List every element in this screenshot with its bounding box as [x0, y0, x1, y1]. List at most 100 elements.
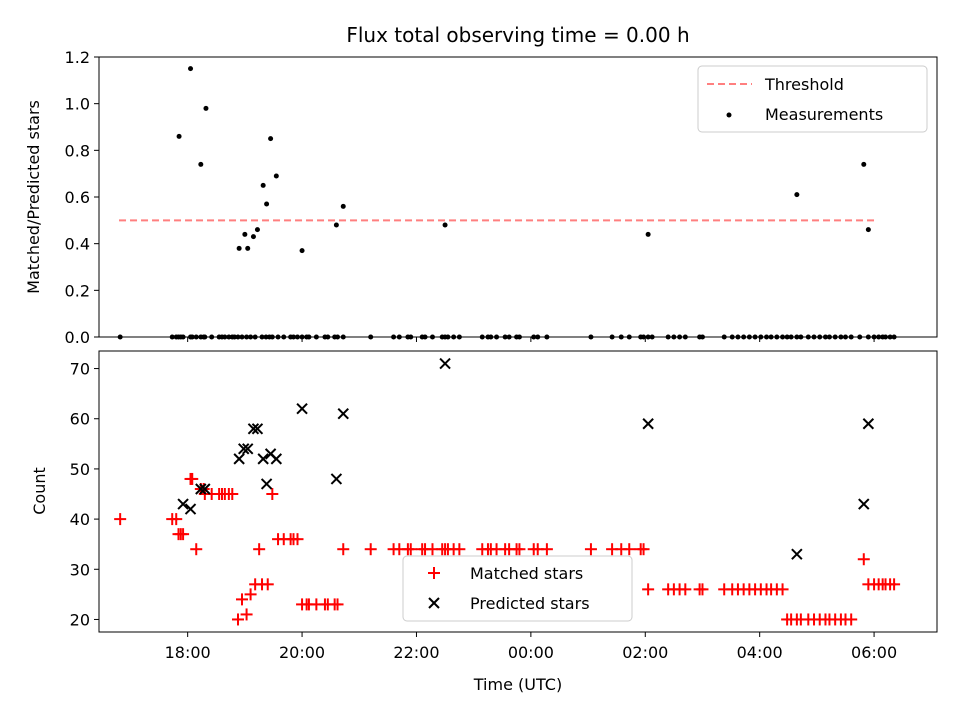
- matched-stars-point: [331, 598, 344, 611]
- bottom-axis-ticks: 20 30 40 50 60 70 18:00 20:00 22:00 00:00 02:00 04:…: [70, 360, 897, 662]
- matched-stars-point: [177, 528, 190, 541]
- matched-stars-point: [540, 543, 553, 556]
- measurements-point: [236, 245, 242, 251]
- predicted-stars-point-b: [233, 453, 245, 465]
- matched-stars-point: [888, 578, 901, 591]
- predicted-stars-point-b: [337, 408, 349, 420]
- bottom-y-tick-label: 70: [70, 360, 90, 379]
- legend-predicted-label: Predicted stars: [470, 594, 590, 613]
- top-y-tick-label: 1.2: [65, 48, 90, 67]
- matched-stars-point: [291, 533, 304, 546]
- predicted-stars-point-b: [862, 418, 875, 430]
- matched-stars-point: [696, 583, 709, 596]
- predicted-stars-point-b: [264, 448, 277, 460]
- matched-stars-point: [584, 543, 597, 556]
- measurements-point: [264, 201, 270, 207]
- top-legend-box: [697, 65, 928, 133]
- matched-stars-point: [236, 593, 249, 606]
- chart-title: Flux total observing time = 0.00 h: [346, 23, 689, 47]
- legend-matched-swatch: [428, 567, 440, 579]
- matched-stars-point: [845, 613, 858, 626]
- bottom-x-tick-label: 18:00: [165, 643, 211, 662]
- measurements-point: [442, 222, 448, 228]
- bottom-x-tick-label: 02:00: [622, 643, 668, 662]
- measurements-point: [340, 203, 346, 209]
- top-y-tick-label: 0.2: [65, 281, 90, 300]
- predicted-stars-point: [177, 498, 189, 510]
- top-y-tick-label: 1.0: [65, 95, 90, 114]
- top-subplot: Flux total observing time = 0.00 h 0.0 0.…: [24, 23, 938, 347]
- matched-stars-point: [226, 488, 239, 501]
- predicted-stars-point-b: [238, 443, 250, 455]
- matched-stars-point: [623, 543, 636, 556]
- matched-stars-point: [637, 543, 650, 556]
- top-y-tick-label: 0.4: [65, 235, 90, 254]
- top-y-tick-label: 0.6: [65, 188, 90, 207]
- predicted-stars-point: [199, 483, 211, 495]
- predicted-stars-point: [642, 418, 654, 430]
- matched-stars-point: [776, 583, 789, 596]
- predicted-stars-point: [296, 402, 308, 415]
- predicted-stars-point: [862, 418, 875, 430]
- matched-stars-point: [337, 543, 350, 556]
- measurements-point: [176, 133, 182, 139]
- top-y-axis-label: Matched/Predicted stars: [24, 100, 43, 294]
- bottom-data-marks: [114, 357, 901, 626]
- matched-stars-point: [679, 583, 692, 596]
- predicted-stars-point: [233, 453, 245, 465]
- measurements-point: [794, 192, 800, 198]
- bottom-x-tick-label: 00:00: [508, 643, 554, 662]
- bottom-y-tick-label: 60: [70, 410, 90, 429]
- measurements-point: [254, 227, 260, 233]
- matched-stars-point: [240, 608, 253, 621]
- matched-stars-point: [364, 543, 377, 556]
- predicted-stars-point-b: [439, 357, 451, 370]
- predicted-stars-point-b: [642, 418, 654, 430]
- measurements-point: [333, 222, 339, 228]
- measurements-point: [203, 105, 209, 111]
- matched-stars-point: [642, 583, 655, 596]
- predicted-stars-point-b: [858, 498, 870, 510]
- predicted-stars-point-b: [195, 483, 207, 495]
- matched-stars-point: [186, 472, 199, 485]
- measurements-point: [865, 227, 871, 233]
- legend-threshold-label: Threshold: [764, 75, 844, 94]
- matched-stars-point: [513, 543, 526, 556]
- predicted-stars-point: [251, 423, 264, 435]
- bottom-y-tick-label: 30: [70, 560, 90, 579]
- legend-measurements-swatch: [726, 112, 732, 118]
- predicted-stars-point-b: [791, 548, 803, 560]
- predicted-stars-point-b: [247, 423, 260, 435]
- predicted-stars-point-b: [296, 402, 308, 415]
- matched-stars-point: [231, 613, 244, 626]
- predicted-stars-point: [439, 357, 451, 370]
- legend-matched-label: Matched stars: [470, 564, 583, 583]
- x-axis-label: Time (UTC): [473, 675, 562, 694]
- bottom-y-tick-label: 20: [70, 610, 90, 629]
- top-y-tick-label: 0.0: [65, 328, 90, 347]
- predicted-stars-point-b: [330, 473, 343, 485]
- predicted-stars-point: [257, 453, 269, 465]
- bottom-subplot: 20 30 40 50 60 70 18:00 20:00 22:00 00:00 02:00 04:…: [30, 350, 938, 694]
- top-axes-frame: [98, 56, 938, 338]
- bottom-legend-box: [402, 555, 633, 622]
- measurements-point: [245, 245, 251, 251]
- bottom-y-axis-label: Count: [30, 467, 49, 515]
- predicted-stars-point: [260, 478, 273, 490]
- bottom-y-tick-label: 50: [70, 460, 90, 479]
- predicted-stars-point-b: [184, 503, 197, 515]
- measurements-point: [188, 66, 194, 72]
- measurements-point: [198, 161, 204, 167]
- predicted-stars-point-b: [199, 483, 211, 495]
- matched-stars-point: [190, 543, 203, 556]
- predicted-stars-point-b: [177, 498, 189, 510]
- predicted-stars-point: [330, 473, 343, 485]
- predicted-stars-point-b: [242, 443, 254, 455]
- predicted-stars-point: [791, 548, 803, 560]
- matched-stars-point: [170, 513, 183, 526]
- predicted-stars-point: [337, 408, 349, 420]
- matched-stars-point: [453, 543, 466, 556]
- bottom-y-tick-label: 40: [70, 510, 90, 529]
- measurements-point: [260, 182, 266, 188]
- matched-stars-point: [253, 543, 266, 556]
